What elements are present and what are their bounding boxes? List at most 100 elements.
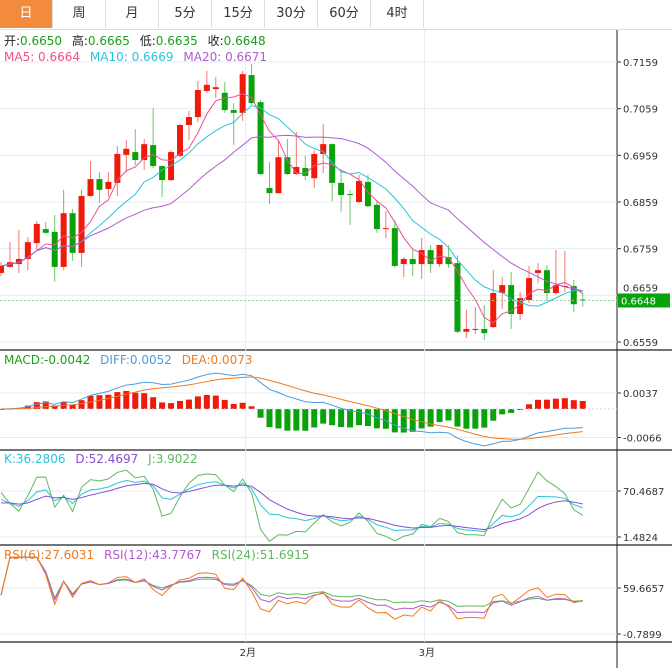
rsi-axis-label: -0.7899: [623, 630, 662, 641]
tab-7[interactable]: 4时: [371, 0, 424, 28]
macd-bar: [526, 404, 533, 409]
high-label: 高:: [71, 34, 88, 48]
price-axis-label: 0.7059: [623, 105, 658, 116]
candle-body: [508, 285, 515, 315]
candle-body: [221, 92, 228, 111]
macd-bar: [150, 397, 157, 409]
candle-body: [293, 167, 300, 175]
macd-bar: [364, 409, 371, 426]
macd-bar: [356, 409, 362, 426]
tab-4[interactable]: 15分: [212, 0, 265, 28]
close-label: 收:: [207, 34, 224, 48]
candle-body: [248, 75, 255, 104]
ma5-line: [0, 93, 584, 324]
candle-body: [33, 223, 40, 244]
candle-body: [15, 258, 22, 265]
macd-bar: [436, 409, 443, 423]
tab-2[interactable]: 月: [106, 0, 159, 28]
d-value: D:52.4697: [75, 452, 139, 466]
macd-bar: [338, 409, 345, 428]
macd-bar: [257, 409, 264, 418]
k-line: [0, 480, 583, 533]
macd-bar: [311, 409, 318, 428]
dea-value: DEA:0.0073: [181, 353, 253, 367]
candle-body: [105, 181, 112, 189]
k-value: K:36.2806: [4, 452, 66, 466]
low-value: 0.6635: [155, 34, 198, 48]
macd-bar: [96, 395, 103, 409]
macd-legend: MACD:-0.0042 DIFF:0.0052 DEA:0.0073: [4, 353, 259, 367]
rsi24-value: RSI(24):51.6915: [211, 548, 310, 562]
candle-body: [230, 110, 237, 113]
price-axis-label: 0.6959: [623, 151, 658, 162]
macd-axis-label: -0.0066: [623, 434, 662, 445]
macd-axis-label: 0.0037: [623, 389, 658, 400]
macd-bar: [481, 409, 488, 428]
candle-body: [364, 181, 371, 207]
macd-bar: [284, 409, 291, 431]
candle-body: [427, 250, 434, 265]
macd-bar: [194, 396, 201, 409]
macd-bar: [373, 409, 380, 429]
candle-body: [60, 213, 67, 267]
candle-body: [445, 257, 452, 265]
tab-5[interactable]: 30分: [265, 0, 318, 28]
candle-body: [481, 328, 488, 334]
macd-bar: [302, 409, 309, 431]
d-line: [0, 482, 583, 531]
candle-body: [490, 293, 497, 328]
ohlc-legend: 开:0.6650 高:0.6665 低:0.6635 收:0.6648: [4, 34, 272, 48]
low-label: 低:: [139, 34, 156, 48]
macd-bar: [230, 403, 237, 409]
kdj-axis-label: 70.4687: [623, 487, 664, 498]
candle-body: [454, 263, 461, 332]
macd-bar: [168, 403, 175, 409]
close-value: 0.6648: [223, 34, 266, 48]
tab-3[interactable]: 5分: [159, 0, 212, 28]
candle-body: [347, 194, 354, 196]
candle-body: [391, 228, 398, 266]
tab-1[interactable]: 周: [53, 0, 106, 28]
macd-bar: [69, 404, 76, 409]
macd-bar: [177, 400, 183, 409]
macd-bar: [561, 398, 568, 409]
candle-body: [552, 285, 559, 294]
macd-bar: [400, 409, 407, 433]
macd-bar: [463, 409, 470, 429]
macd-bar: [248, 406, 255, 409]
macd-bar: [159, 402, 166, 409]
candle-body: [96, 179, 103, 190]
price-axis-label: 0.6559: [623, 338, 658, 349]
candle-body: [472, 328, 479, 330]
macd-bar: [221, 399, 228, 409]
macd-bar: [499, 409, 506, 415]
macd-bar: [409, 409, 416, 432]
macd-bar: [212, 395, 219, 409]
macd-bar: [427, 409, 434, 427]
candle-body: [436, 244, 443, 265]
rsi12-value: RSI(12):43.7767: [104, 548, 202, 562]
high-value: 0.6665: [87, 34, 130, 48]
current-price-label: 0.6648: [621, 296, 656, 307]
candle-body: [302, 167, 309, 176]
candle-body: [418, 250, 425, 265]
price-axis-label: 0.7159: [623, 58, 658, 69]
candle-body: [517, 298, 524, 315]
candle-body: [194, 90, 201, 118]
price-axis-label: 0.6659: [623, 283, 658, 294]
macd-bar: [543, 399, 550, 409]
j-value: J:3.9022: [148, 452, 198, 466]
candle-body: [212, 87, 219, 90]
ma5-value: MA5: 0.6664: [4, 50, 81, 64]
dea-line: [0, 376, 583, 440]
macd-bar: [33, 402, 40, 409]
tab-6[interactable]: 60分: [318, 0, 371, 28]
candle-body: [463, 328, 470, 332]
candle-body: [535, 270, 541, 273]
candle-body: [132, 152, 139, 161]
macd-bar: [382, 409, 389, 429]
tab-0[interactable]: 日: [0, 0, 53, 28]
candle-body: [579, 299, 586, 301]
